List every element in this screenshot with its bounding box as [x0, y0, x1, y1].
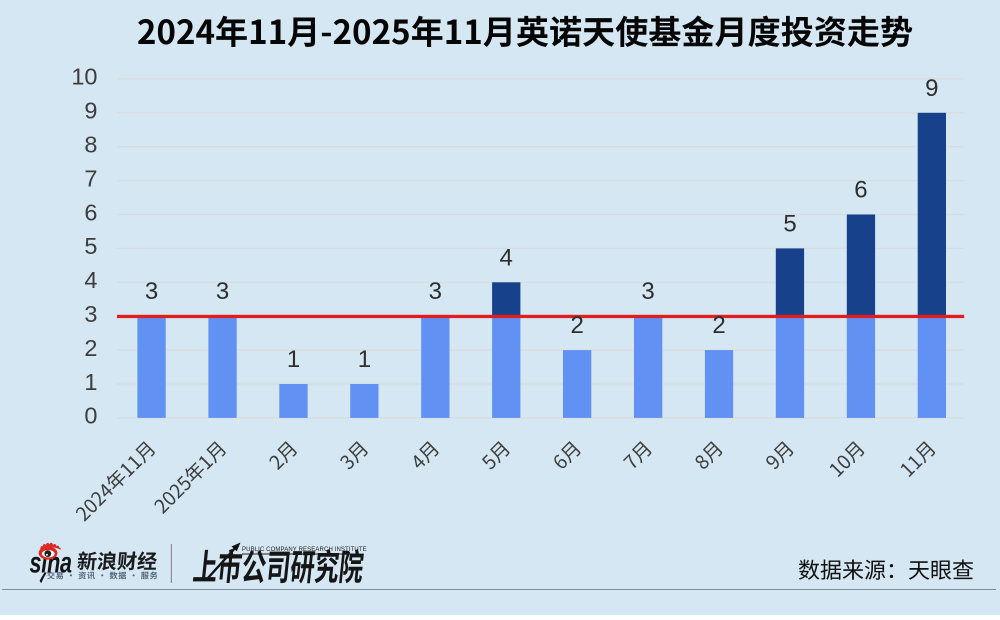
svg-text:1: 1	[358, 346, 371, 373]
svg-text:5: 5	[783, 210, 796, 237]
svg-text:7: 7	[84, 165, 97, 191]
svg-text:5: 5	[84, 233, 97, 259]
svg-text:3: 3	[216, 278, 229, 305]
svg-text:3: 3	[84, 301, 97, 327]
svg-text:1: 1	[84, 369, 97, 395]
svg-text:1: 1	[287, 346, 300, 373]
svg-text:0: 0	[84, 403, 97, 429]
svg-text:4: 4	[84, 267, 97, 293]
svg-text:4: 4	[500, 244, 513, 271]
svg-text:9: 9	[925, 75, 938, 102]
svg-text:2: 2	[712, 312, 725, 339]
svg-text:PUBLIC COMPANY RESEARCH INSTIT: PUBLIC COMPANY RESEARCH INSTITUTE	[242, 547, 367, 553]
svg-text:6: 6	[854, 177, 867, 204]
svg-text:9: 9	[84, 98, 97, 124]
svg-text:3: 3	[145, 278, 158, 305]
svg-text:6: 6	[84, 199, 97, 225]
svg-text:8: 8	[84, 132, 97, 158]
svg-text:3: 3	[429, 278, 442, 305]
svg-text:3: 3	[641, 278, 654, 305]
svg-text:10: 10	[71, 64, 97, 90]
svg-text:2: 2	[571, 312, 584, 339]
svg-text:2: 2	[84, 335, 97, 361]
